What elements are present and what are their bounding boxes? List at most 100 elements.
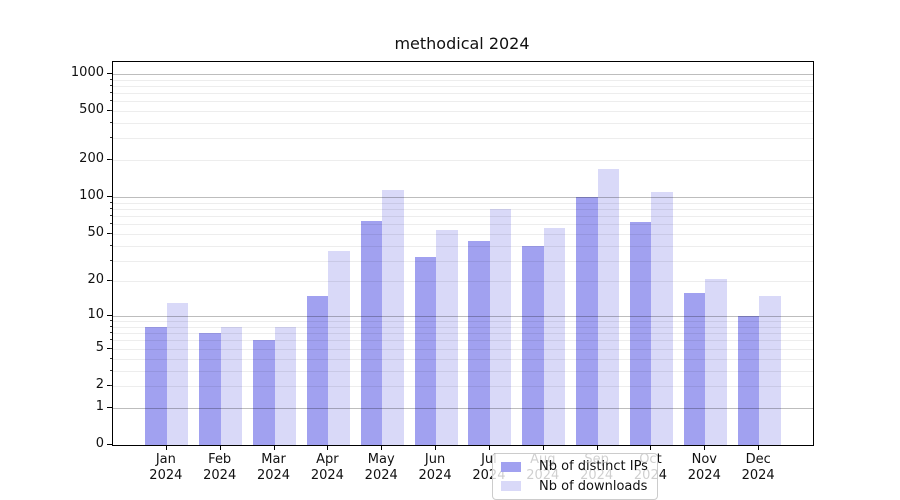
x-tick-label-year: 2024 [256,468,291,483]
y-minor-tick-3 [109,369,112,371]
y-minor-tick-40 [109,244,112,246]
y-tick-label-500: 500 [79,102,104,118]
x-tick-may [381,445,383,450]
y-minor-tick-8 [109,325,112,327]
legend: Nb of distinct IPs Nb of downloads [492,453,658,500]
bar-downloads-jun [436,229,458,445]
x-tick-label-jan: Jan 2024 [138,452,194,484]
x-tick-label-month: May [367,452,395,467]
bar-downloads-nov [705,278,727,445]
y-tick-label-5: 5 [95,339,104,355]
y-minor-tick-700 [109,92,112,94]
y-tick-0 [107,444,112,445]
bar-distinct-ips-sep [576,197,598,445]
y-tick-1 [107,406,112,408]
legend-label-downloads: Nb of downloads [539,478,648,494]
y-minor-tick-60 [109,223,112,225]
legend-item-distinct-ips: Nb of distinct IPs [501,459,649,474]
bar-distinct-ips-oct [629,221,652,445]
y-minor-tick-600 [109,100,112,102]
legend-item-downloads: Nb of downloads [501,479,649,494]
x-tick-jul [488,445,490,450]
y-minor-tick-50 [109,232,112,234]
bars-layer [113,62,813,445]
x-tick-label-jun: Jun 2024 [407,452,463,484]
x-tick-label-apr: Apr 2024 [299,452,355,484]
x-tick-label-nov: Nov 2024 [676,452,732,484]
bar-distinct-ips-jul [468,240,490,445]
y-tick-label-0: 0 [95,436,104,451]
x-tick-label-mar: Mar 2024 [246,452,302,484]
y-minor-tick-80 [109,207,112,209]
x-tick-label-year: 2024 [203,468,237,483]
x-tick-label-month: Apr [316,452,339,467]
bar-downloads-may [382,189,404,445]
x-tick-mar [273,445,275,450]
bar-distinct-ips-dec [737,316,760,445]
y-tick-label-50: 50 [87,224,104,240]
x-tick-label-year: 2024 [149,468,183,483]
x-tick-label-year: 2024 [418,468,452,483]
legend-swatch-downloads [501,481,521,492]
x-tick-feb [219,445,221,450]
y-minor-tick-900 [109,78,112,80]
y-tick-label-200: 200 [79,151,104,167]
bar-downloads-jan [166,303,189,445]
bar-downloads-mar [274,326,297,445]
bar-downloads-dec [759,296,781,445]
y-tick-10 [107,315,112,317]
y-minor-tick-70 [109,215,112,217]
bar-downloads-aug [543,227,566,445]
y-minor-tick-2 [109,384,112,386]
y-minor-tick-5 [109,347,112,349]
y-minor-tick-300 [109,137,112,139]
y-tick-label-10: 10 [87,307,104,323]
bar-downloads-jul [489,208,512,445]
x-tick-label-year: 2024 [310,468,344,483]
x-tick-oct [650,445,652,450]
y-tick-label-20: 20 [87,272,104,288]
plot-area: Nb of distinct IPs Nb of downloads [112,61,814,500]
chart-title: methodical 2024 [394,34,530,53]
y-minor-tick-90 [109,201,112,203]
y-minor-tick-30 [109,259,112,261]
y-tick-label-100: 100 [79,188,104,204]
bar-downloads-sep [597,168,620,445]
y-minor-tick-500 [109,110,112,112]
bar-downloads-oct [651,192,673,445]
y-minor-tick-400 [109,122,112,124]
y-minor-tick-6 [109,339,112,341]
y-tick-label-2: 2 [95,376,104,392]
x-tick-label-month: Mar [261,452,286,467]
x-tick-jun [435,445,437,450]
bar-distinct-ips-mar [253,340,275,445]
bar-distinct-ips-jan [145,326,167,445]
y-minor-tick-200 [109,159,112,161]
x-tick-label-month: Feb [208,452,232,467]
y-tick-label-1: 1 [95,398,104,414]
legend-label-distinct-ips: Nb of distinct IPs [539,459,648,475]
y-tick-label-1000: 1000 [70,64,104,80]
bar-downloads-apr [328,251,350,445]
bar-distinct-ips-may [360,220,383,445]
x-tick-label-year: 2024 [687,468,721,483]
x-tick-apr [327,445,329,450]
x-tick-nov [704,445,706,450]
y-minor-tick-9 [109,320,112,322]
y-minor-tick-7 [109,332,112,334]
x-tick-label-month: Jan [155,452,176,467]
x-tick-label-month: Nov [691,452,717,467]
x-tick-label-dec: Dec 2024 [730,452,786,484]
y-minor-tick-20 [109,280,112,282]
x-tick-jan [165,445,167,450]
bar-distinct-ips-feb [199,333,221,445]
x-tick-label-month: Jun [424,452,446,467]
x-tick-aug [542,445,544,450]
x-tick-label-feb: Feb 2024 [192,452,248,484]
y-tick-1000 [107,72,112,74]
bar-downloads-feb [220,326,243,445]
bar-distinct-ips-jun [414,257,437,445]
x-tick-sep [596,445,598,450]
legend-swatch-distinct-ips [501,461,521,472]
